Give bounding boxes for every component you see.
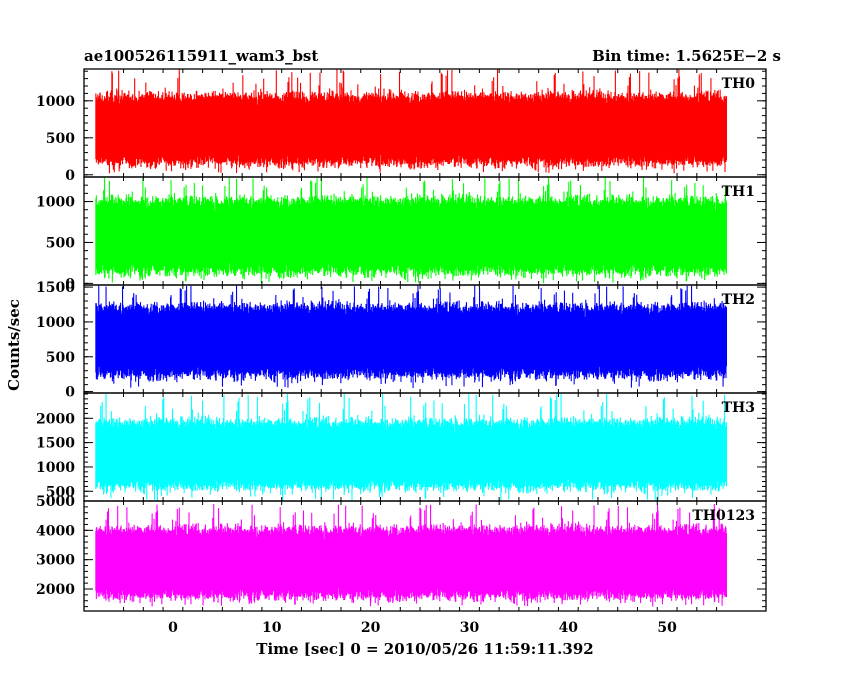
y-tick-label: 1500	[36, 436, 75, 452]
x-tick-label: 0	[168, 620, 178, 636]
panels-group: 0 500 1000 TH0 0 500 1000 TH1 0 500 1000 1500 TH2 500…	[36, 68, 767, 612]
x-tick-label: 20	[361, 620, 381, 636]
panel-frame	[83, 500, 767, 612]
panel-th2: 0 500 1000 1500 TH2	[36, 280, 767, 401]
y-tick-label: 1000	[36, 195, 75, 211]
y-tick-label: 5000	[36, 494, 75, 510]
panel-th0: 0 500 1000 TH0	[36, 68, 767, 184]
bin-time-label: Bin time: 1.5625E−2 s	[592, 47, 781, 65]
y-tick-label: 0	[65, 385, 75, 401]
y-tick-label: 0	[65, 168, 75, 184]
panel-name: TH0123	[692, 508, 755, 524]
panel-name: TH1	[722, 184, 755, 200]
series-core-th1	[95, 217, 727, 255]
x-axis: 0 10 20 30 40 50	[168, 620, 677, 636]
y-tick-label: 3000	[36, 553, 75, 569]
chart-title: ae100526115911_wam3_bst	[84, 47, 318, 65]
series-core-th2	[95, 322, 727, 359]
panel-name: TH0	[722, 76, 756, 92]
y-tick-label: 500	[46, 484, 75, 500]
y-tick-label: 1000	[36, 315, 75, 331]
y-tick-label: 500	[46, 350, 75, 366]
y-tick-label: 0	[65, 276, 75, 292]
y-tick-label: 2000	[36, 582, 75, 598]
series-core-th0	[95, 111, 727, 147]
y-tick-label: 4000	[36, 523, 75, 539]
panel-th0123: 2000 3000 4000 5000 TH0123	[36, 494, 767, 612]
panel-th3: 500 1000 1500 2000 TH3	[36, 392, 767, 502]
y-tick-label: 1000	[36, 460, 75, 476]
y-tick-label: 500	[46, 235, 75, 251]
y-tick-label: 2000	[36, 411, 75, 427]
series-core-th3	[95, 437, 727, 472]
y-tick-label: 1500	[36, 280, 75, 296]
x-tick-label: 50	[657, 620, 677, 636]
x-tick-label: 10	[262, 620, 282, 636]
x-axis-label: Time [sec] 0 = 2010/05/26 11:59:11.392	[256, 640, 593, 658]
panel-name: TH2	[722, 292, 755, 308]
x-tick-label: 30	[460, 620, 480, 636]
y-tick-label: 500	[46, 131, 75, 147]
x-tick-label: 40	[559, 620, 579, 636]
panel-name: TH3	[722, 400, 755, 416]
y-axis-label: Counts/sec	[5, 299, 23, 391]
panel-th1: 0 500 1000 TH1	[36, 176, 767, 292]
series-core-th0123	[95, 544, 727, 581]
y-tick-label: 1000	[36, 94, 75, 110]
